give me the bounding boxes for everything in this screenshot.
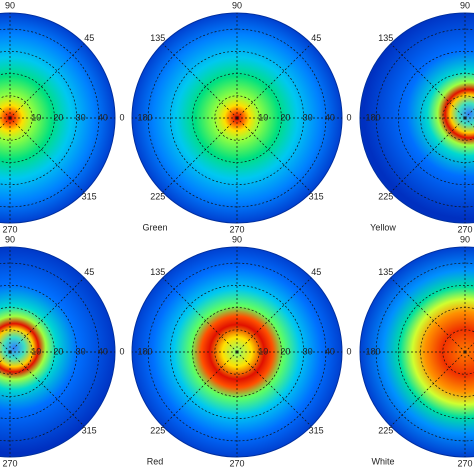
angle-tick-label: 90 — [5, 234, 15, 244]
radial-tick-label: 20 — [53, 112, 63, 122]
radial-grid — [398, 285, 474, 419]
spoke-line — [162, 277, 238, 353]
radial-grid — [420, 73, 474, 163]
angle-tick-label: 225 — [378, 426, 393, 436]
angle-tick-label: 270 — [229, 458, 244, 468]
radial-grid — [0, 51, 77, 185]
radial-grid — [169, 284, 305, 420]
angle-tick-label: 225 — [150, 192, 165, 202]
spoke-line — [9, 351, 85, 427]
radial-grid — [0, 307, 55, 397]
angle-tick-label: 0 — [119, 346, 124, 356]
spoke-line — [236, 43, 312, 119]
radial-tick-label: 40 — [325, 112, 335, 122]
radial-grid — [0, 285, 77, 419]
angle-tick-label: 0 — [346, 112, 351, 122]
angle-tick-label: 135 — [150, 267, 165, 277]
radial-tick-label: 40 — [325, 346, 335, 356]
angle-tick-label: 270 — [457, 224, 472, 234]
angle-tick-label: 0 — [346, 346, 351, 356]
spoke-line — [9, 117, 85, 193]
spoke-line — [9, 43, 85, 119]
angle-tick-label: 270 — [2, 458, 17, 468]
panel-label: Red — [147, 456, 164, 466]
spoke-line — [9, 277, 85, 353]
radial-grid — [147, 262, 327, 442]
angle-tick-label: 315 — [82, 192, 97, 202]
angle-tick-label: 225 — [378, 192, 393, 202]
radial-grid — [147, 28, 327, 208]
spoke-line — [236, 277, 312, 353]
angle-tick-label: 270 — [457, 458, 472, 468]
angle-tick-label: 225 — [150, 426, 165, 436]
angle-tick-label: 270 — [229, 224, 244, 234]
radial-grid — [398, 51, 474, 185]
spoke-line — [390, 117, 466, 193]
angle-tick-label: 45 — [84, 267, 94, 277]
radial-grid — [169, 50, 305, 186]
angle-tick-label: 90 — [232, 0, 242, 10]
angle-tick-label: 45 — [84, 33, 94, 43]
angle-tick-label: 180 — [365, 346, 380, 356]
radial-tick-label: 20 — [53, 346, 63, 356]
panel-label: Yellow — [370, 222, 396, 232]
spoke-line — [162, 351, 238, 427]
spoke-line — [236, 117, 312, 193]
radial-tick-label: 30 — [76, 346, 86, 356]
spoke-line — [390, 43, 466, 119]
radial-grid — [442, 95, 474, 141]
spoke-line — [390, 351, 466, 427]
radial-grid — [0, 95, 33, 141]
angle-tick-label: 90 — [460, 0, 470, 10]
angle-tick-label: 90 — [5, 0, 15, 10]
radial-tick-label: 10 — [258, 346, 268, 356]
radial-tick-label: 20 — [280, 112, 290, 122]
spoke-line — [162, 43, 238, 119]
angle-tick-label: 45 — [311, 33, 321, 43]
radial-grid — [420, 307, 474, 397]
radial-grid — [0, 28, 100, 208]
angle-tick-label: 180 — [137, 112, 152, 122]
radial-tick-label: 10 — [31, 346, 41, 356]
radial-tick-label: 20 — [280, 346, 290, 356]
spoke-line — [162, 117, 238, 193]
angle-tick-label: 135 — [378, 33, 393, 43]
radial-grid — [0, 262, 100, 442]
angle-tick-label: 90 — [232, 234, 242, 244]
angle-tick-label: 270 — [2, 224, 17, 234]
radial-grid — [214, 95, 260, 141]
spoke-line — [236, 351, 312, 427]
angle-tick-label: 180 — [137, 346, 152, 356]
radial-grid — [214, 329, 260, 375]
angle-tick-label: 315 — [309, 426, 324, 436]
radial-tick-label: 40 — [98, 346, 108, 356]
radial-grid — [0, 329, 33, 375]
radial-grid — [192, 73, 282, 163]
radial-grid — [442, 329, 474, 375]
angle-tick-label: 180 — [365, 112, 380, 122]
angle-tick-label: 135 — [378, 267, 393, 277]
spoke-line — [390, 277, 466, 353]
panel-label: Green — [142, 222, 167, 232]
angle-tick-label: 0 — [119, 112, 124, 122]
radial-tick-label: 30 — [303, 112, 313, 122]
panel-label: White — [371, 456, 394, 466]
radial-tick-label: 10 — [258, 112, 268, 122]
angle-tick-label: 315 — [309, 192, 324, 202]
radial-tick-label: 30 — [76, 112, 86, 122]
angle-tick-label: 90 — [460, 234, 470, 244]
angle-tick-label: 135 — [150, 33, 165, 43]
angle-tick-label: 45 — [311, 267, 321, 277]
radial-grid — [0, 73, 55, 163]
radial-tick-label: 40 — [98, 112, 108, 122]
radial-tick-label: 10 — [31, 112, 41, 122]
radial-tick-label: 30 — [303, 346, 313, 356]
angle-tick-label: 315 — [82, 426, 97, 436]
radial-grid — [192, 307, 282, 397]
